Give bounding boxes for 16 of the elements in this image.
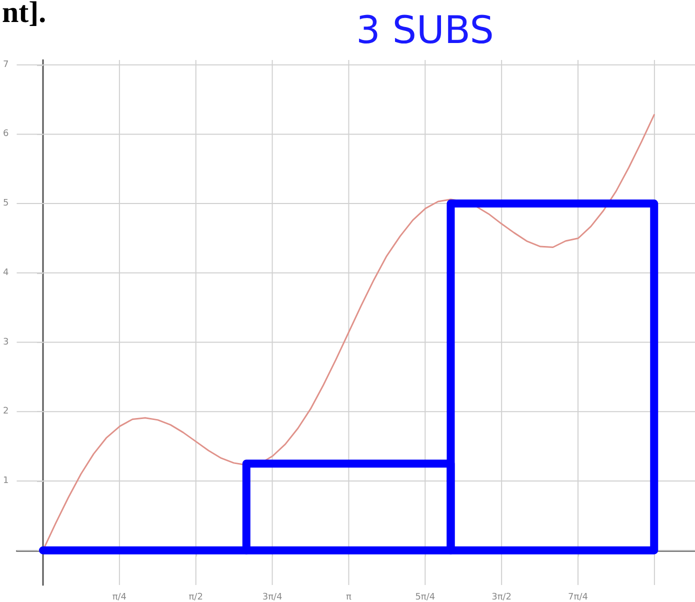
x-tick-label: π/2 [188,592,203,602]
y-tick-label: 3 [2,337,9,348]
x-tick-label: 3π/2 [492,592,512,602]
chart-title: 3 SUBS [356,8,494,52]
y-tick-label: 6 [2,129,9,140]
y-tick-label: 1 [2,476,9,486]
x-tick-label: π [346,592,352,602]
y-tick-label: 2 [2,406,9,417]
x-tick-label: 7π/4 [568,592,588,602]
y-tick-label: 7 [2,60,9,70]
x-tick-label: 5π/4 [415,592,436,602]
x-tick-label: 3π/4 [262,592,283,602]
text: nt]. [2,0,46,30]
y-tick-label: 4 [2,268,9,278]
x-tick-label: π/4 [112,592,127,602]
y-tick-label: 5 [2,198,9,209]
